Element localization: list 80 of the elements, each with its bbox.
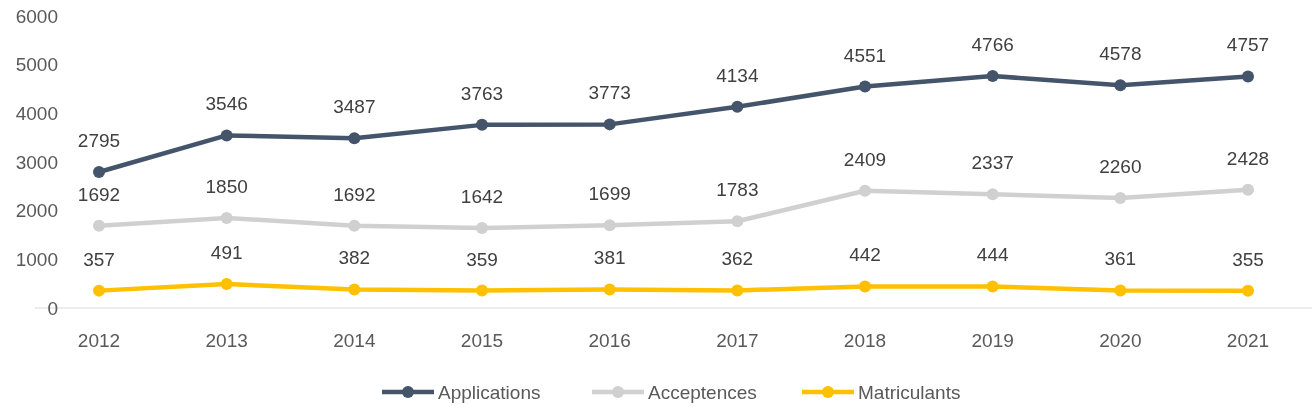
point bbox=[476, 222, 488, 235]
point bbox=[1114, 192, 1127, 205]
point bbox=[731, 284, 744, 297]
data-label: 3773 bbox=[588, 82, 631, 104]
point bbox=[986, 188, 999, 201]
data-label: 4766 bbox=[971, 34, 1014, 56]
x-tick-label: 2020 bbox=[1099, 330, 1142, 351]
data-label: 4551 bbox=[843, 44, 887, 66]
data-label: 3546 bbox=[205, 93, 248, 115]
data-label: 1783 bbox=[716, 179, 759, 201]
point bbox=[1114, 284, 1127, 297]
data-label: 491 bbox=[210, 242, 243, 264]
x-tick-label: 2018 bbox=[843, 330, 887, 351]
x-tick-label: 2013 bbox=[205, 330, 248, 351]
data-label: 2409 bbox=[843, 148, 887, 170]
data-label: 2795 bbox=[77, 129, 121, 151]
data-label: 2428 bbox=[1226, 147, 1270, 169]
point bbox=[603, 283, 616, 296]
point bbox=[986, 280, 999, 293]
y-tick-label: 3000 bbox=[15, 151, 58, 173]
y-tick-label: 5000 bbox=[15, 54, 58, 76]
point bbox=[93, 219, 105, 232]
point bbox=[859, 80, 871, 93]
x-tick-label: 2012 bbox=[77, 330, 121, 351]
data-label: 381 bbox=[593, 247, 626, 269]
x-tick-label: 2021 bbox=[1226, 330, 1270, 351]
point bbox=[220, 278, 233, 291]
y-tick-label: 1000 bbox=[15, 248, 58, 270]
point bbox=[1114, 79, 1127, 92]
x-tick-label: 2017 bbox=[716, 330, 759, 351]
y-tick-label: 2000 bbox=[15, 200, 58, 222]
point bbox=[603, 219, 616, 232]
point bbox=[348, 219, 361, 232]
point bbox=[1242, 284, 1254, 297]
data-label: 4134 bbox=[716, 64, 759, 86]
point bbox=[986, 70, 999, 83]
x-tick-label: 2014 bbox=[333, 330, 376, 351]
point bbox=[1242, 70, 1254, 83]
x-tick-label: 2015 bbox=[460, 330, 504, 351]
data-label: 1692 bbox=[77, 183, 121, 205]
y-tick-label: 4000 bbox=[15, 102, 58, 124]
point bbox=[220, 129, 233, 142]
data-label: 355 bbox=[1232, 248, 1264, 270]
legend-label: Matriculants bbox=[858, 381, 961, 403]
point bbox=[731, 100, 744, 113]
point bbox=[731, 215, 744, 228]
data-label: 361 bbox=[1104, 248, 1137, 270]
point bbox=[93, 284, 105, 297]
x-tick-label: 2019 bbox=[971, 330, 1014, 351]
point bbox=[93, 165, 105, 178]
point bbox=[348, 283, 361, 296]
point bbox=[1242, 183, 1254, 196]
data-label: 1642 bbox=[460, 186, 504, 208]
point bbox=[859, 184, 871, 197]
data-label: 357 bbox=[83, 248, 115, 270]
legend-label: Applications bbox=[438, 381, 541, 403]
data-label: 442 bbox=[849, 244, 881, 266]
data-label: 444 bbox=[976, 244, 1009, 266]
x-tick-label: 2016 bbox=[588, 330, 631, 351]
data-label: 3487 bbox=[333, 96, 376, 118]
data-label: 2260 bbox=[1099, 156, 1142, 178]
data-label: 382 bbox=[338, 247, 371, 269]
point bbox=[476, 118, 488, 131]
data-label: 3763 bbox=[460, 82, 504, 104]
data-label: 4578 bbox=[1099, 43, 1142, 65]
data-label: 1699 bbox=[588, 183, 631, 205]
point bbox=[348, 132, 361, 145]
data-label: 362 bbox=[721, 248, 754, 270]
data-label: 2337 bbox=[971, 152, 1014, 174]
point bbox=[859, 280, 871, 293]
data-label: 4757 bbox=[1226, 34, 1270, 56]
y-tick-label: 0 bbox=[47, 297, 58, 319]
y-tick-label: 6000 bbox=[15, 5, 58, 27]
data-label: 1692 bbox=[333, 183, 376, 205]
point bbox=[476, 284, 488, 297]
point bbox=[220, 211, 233, 224]
legend-label: Acceptences bbox=[648, 381, 757, 403]
data-label: 359 bbox=[466, 248, 498, 270]
point bbox=[603, 118, 616, 131]
data-label: 1850 bbox=[205, 175, 248, 197]
